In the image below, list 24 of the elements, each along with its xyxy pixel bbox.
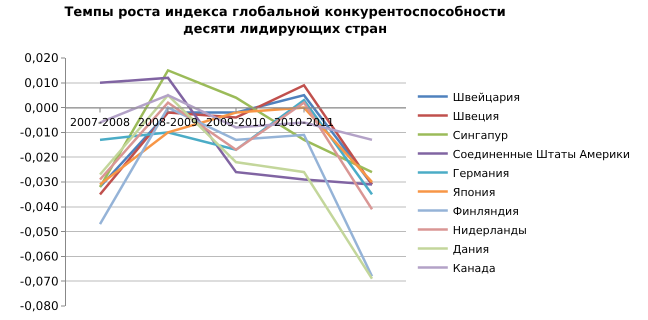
legend-label: Дания (452, 242, 490, 256)
y-tick-label: -0,040 (20, 200, 59, 214)
legend-label: Канада (452, 262, 496, 275)
legend-label: Германия (452, 166, 510, 180)
legend-label: Соединенные Штаты Америки (452, 148, 630, 161)
legend-label: Сингапур (452, 128, 508, 142)
x-tick-label: 2007-2008 (70, 116, 130, 129)
y-tick-label: 0,000 (24, 100, 59, 115)
y-tick-label: 0,010 (24, 76, 59, 90)
chart-title: Темпы роста индекса глобальной конкурентоспособности десяти лидирующих стран (64, 5, 506, 37)
legend-label: Япония (452, 186, 496, 199)
y-tick-label: -0,060 (20, 250, 59, 264)
x-tick-label: 2009-2010 (206, 116, 266, 129)
y-tick-label: -0,080 (20, 299, 59, 314)
y-tick-label: -0,030 (20, 175, 59, 190)
y-tick-label: -0,050 (20, 224, 59, 239)
y-tick-label: -0,010 (20, 126, 59, 140)
y-tick-label: 0,020 (24, 51, 59, 66)
legend-label: Швеция (452, 110, 500, 123)
legend-label: Нидерланды (452, 224, 527, 237)
y-tick-label: -0,070 (20, 274, 59, 288)
legend-label: Финляндия (452, 204, 519, 218)
y-tick-label: -0,020 (20, 150, 59, 164)
legend-label: Швейцария (452, 90, 520, 104)
